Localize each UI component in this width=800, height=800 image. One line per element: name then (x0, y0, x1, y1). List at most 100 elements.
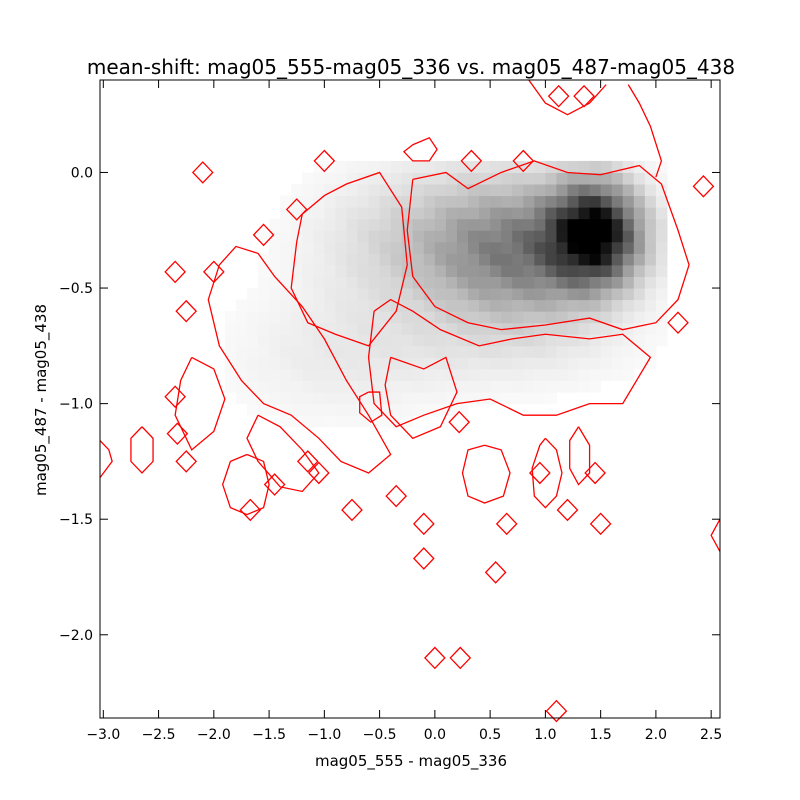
heatmap-cell (412, 288, 425, 301)
heatmap-cell (302, 184, 314, 197)
contour-layer (99, 79, 721, 723)
heatmap-cell (490, 392, 502, 405)
heatmap-cell (589, 172, 602, 185)
heatmap-cell (622, 345, 635, 358)
x-tick-label: −2.0 (197, 727, 231, 743)
heatmap-cell (456, 253, 469, 266)
heatmap-cell (545, 288, 557, 301)
heatmap-cell (291, 403, 303, 416)
heatmap-cell (390, 345, 403, 358)
contour-diamond (263, 473, 286, 496)
heatmap-cell (302, 230, 314, 243)
heatmap-cell (479, 253, 491, 266)
heatmap-cell (490, 207, 502, 220)
heatmap-cell (633, 276, 646, 289)
heatmap-cell (589, 299, 602, 312)
heatmap-cell (501, 184, 513, 197)
heatmap-cell (611, 357, 624, 370)
heatmap-cell (556, 288, 568, 301)
heatmap-cell (490, 288, 502, 301)
heatmap-cell (335, 253, 347, 266)
heatmap-cell (291, 380, 303, 393)
heatmap-cell (423, 334, 436, 347)
heatmap-cell (401, 241, 414, 254)
heatmap-cell (445, 241, 458, 254)
heatmap-cell (567, 218, 580, 231)
heatmap-cell (324, 288, 336, 301)
heatmap-cell (357, 276, 370, 289)
heatmap-cell (280, 380, 292, 393)
heatmap-cell (501, 368, 513, 382)
heatmap-cell (501, 172, 513, 185)
heatmap-cell (534, 160, 546, 173)
heatmap-cell (390, 241, 403, 254)
heatmap-cell (302, 415, 314, 428)
heatmap-cell (401, 253, 414, 266)
heatmap-cell (313, 218, 325, 231)
heatmap-cell (335, 218, 347, 231)
heatmap-cell (434, 345, 447, 358)
heatmap-cell (346, 160, 359, 173)
heatmap-cell (545, 345, 557, 358)
heatmap-cell (479, 276, 491, 289)
contour-line (290, 171, 408, 347)
heatmap-cell (456, 184, 469, 197)
heatmap-cell (357, 403, 370, 416)
heatmap-cell (302, 357, 314, 370)
heatmap-cell (368, 368, 381, 382)
heatmap-cell (512, 230, 524, 243)
heatmap-cell (534, 322, 546, 335)
y-tick-label: −1.0 (59, 397, 93, 413)
heatmap-cell (246, 345, 259, 358)
heatmap-cell (556, 172, 568, 185)
heatmap-cell (401, 195, 414, 208)
heatmap-cell (357, 311, 370, 324)
heatmap-cell (357, 230, 370, 243)
heatmap-cell (401, 334, 414, 347)
heatmap-cell (512, 311, 524, 324)
heatmap-cell (258, 392, 270, 405)
heatmap-cell (335, 357, 347, 370)
heatmap-cell (468, 334, 480, 347)
heatmap-cell (368, 299, 381, 312)
heatmap-cell (434, 172, 447, 185)
heatmap-cell (379, 207, 392, 220)
heatmap-cell (269, 345, 281, 358)
heatmap-cell (302, 207, 314, 220)
heatmap-cell (313, 264, 325, 277)
heatmap-cell (655, 253, 668, 266)
heatmap-cell (545, 253, 557, 266)
heatmap-cell (479, 241, 491, 254)
heatmap-cell (445, 299, 458, 312)
heatmap-cell (434, 276, 447, 289)
heatmap-cell (655, 276, 668, 289)
heatmap-cell (324, 160, 336, 173)
y-tick-label: 0.0 (71, 165, 93, 181)
heatmap-cell (578, 230, 591, 243)
heatmap-cell (269, 368, 281, 382)
heatmap-cell (423, 276, 436, 289)
heatmap-cell (357, 334, 370, 347)
heatmap-cell (622, 288, 635, 301)
heatmap-cell (379, 288, 392, 301)
x-tick-label: −3.0 (86, 727, 120, 743)
heatmap-cell (633, 357, 646, 370)
heatmap-cell (501, 160, 513, 173)
heatmap-cell (655, 230, 668, 243)
heatmap-cell (644, 195, 657, 208)
heatmap-cell (324, 299, 336, 312)
contour-diamond (573, 84, 595, 108)
heatmap-cell (523, 264, 535, 277)
heatmap-cell (368, 207, 381, 220)
heatmap-cell (567, 288, 580, 301)
heatmap-cell (567, 264, 580, 277)
heatmap-cell (523, 357, 535, 370)
heatmap-cell (490, 299, 502, 312)
heatmap-cell (622, 357, 635, 370)
heatmap-cell (567, 368, 580, 382)
heatmap-cell (291, 368, 303, 382)
heatmap-cell (611, 299, 624, 312)
heatmap-cell (655, 322, 668, 335)
heatmap-cell (523, 207, 535, 220)
heatmap-cell (545, 311, 557, 324)
